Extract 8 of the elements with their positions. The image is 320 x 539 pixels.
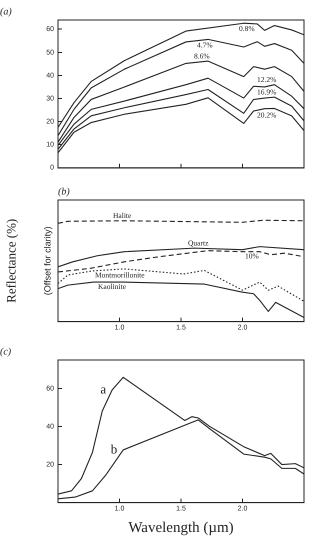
series-label: b [110,441,118,456]
series-label: a [100,381,106,396]
x-axis-title: Wavelength (µm) [128,520,234,536]
chart-title: (c) [0,346,12,358]
chart-title: (a) [0,6,12,18]
text: (Offset for clarity) [42,226,52,296]
chart-title: (b) [58,186,70,198]
y-axis-title: Reflectance (%) [3,218,18,303]
